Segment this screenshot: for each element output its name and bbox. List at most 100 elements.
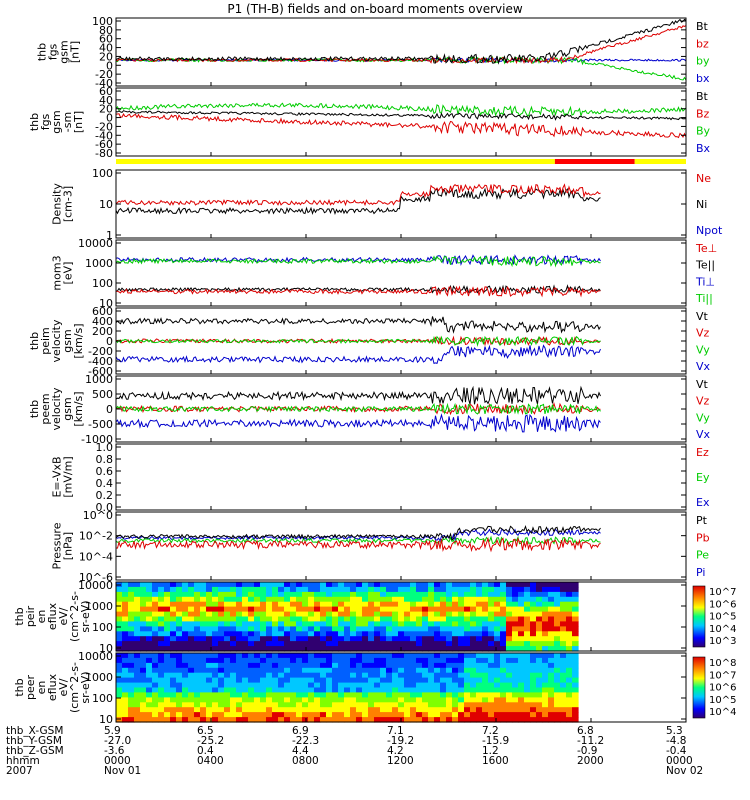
spectrogram-cell — [200, 582, 207, 588]
spectrogram-cell — [236, 697, 243, 703]
spectrogram-cell — [464, 611, 471, 618]
spectrogram-cell — [176, 621, 183, 627]
spectrogram-cell — [206, 631, 213, 637]
spectrogram-cell — [374, 707, 381, 713]
spectrogram-cell — [314, 702, 321, 708]
spectrogram-cell — [128, 636, 135, 642]
spectrogram-cell — [464, 717, 471, 723]
spectrogram-cell — [332, 667, 339, 674]
spectrogram-cell — [524, 621, 531, 627]
spectrogram-cell — [344, 591, 351, 598]
x-row-label: thb_Y-GSM — [6, 735, 62, 747]
spectrogram-cell — [482, 667, 489, 674]
spectrogram-cell — [320, 611, 327, 618]
spectrogram-cell — [374, 582, 381, 588]
spectrogram-cell — [278, 717, 285, 723]
spectrogram-cell — [320, 662, 327, 669]
spectrogram-cell — [542, 626, 549, 632]
spectrogram-cell — [272, 601, 279, 608]
spectrogram-cell — [470, 591, 477, 598]
spectrogram-cell — [476, 641, 483, 647]
spectrogram-cell — [326, 611, 333, 618]
spectrogram-cell — [452, 611, 459, 618]
spectrogram-cell — [356, 657, 363, 664]
spectrogram-cell — [314, 677, 321, 684]
spectrogram-cell — [302, 667, 309, 674]
spectrogram-cell — [266, 657, 273, 664]
spectrogram-cell — [170, 586, 177, 593]
spectrogram-cell — [284, 672, 291, 679]
spectrogram-cell — [122, 616, 129, 622]
spectrogram-cell — [260, 626, 267, 632]
series-line — [115, 402, 601, 415]
spectrogram-cell — [350, 697, 357, 703]
spectrogram-cell — [362, 586, 369, 593]
spectrogram-cell — [122, 692, 129, 698]
spectrogram-cell — [278, 606, 285, 613]
spectrogram-cell — [314, 662, 321, 669]
spectrogram-cell — [344, 692, 351, 698]
spectrogram-cell — [218, 692, 225, 698]
spectrogram-cell — [236, 591, 243, 598]
spectrogram-cell — [422, 697, 429, 703]
spectrogram-cell — [272, 582, 279, 588]
spectrogram-cell — [530, 641, 537, 647]
spectrogram-cell — [194, 667, 201, 674]
spectrogram-cell — [488, 641, 495, 647]
spectrogram-cell — [218, 687, 225, 693]
spectrogram-cell — [296, 677, 303, 684]
spectrogram-cell — [284, 606, 291, 613]
spectrogram-cell — [194, 653, 201, 659]
y-tick-label: 0 — [106, 403, 113, 416]
spectrogram-cell — [404, 662, 411, 669]
y-tick-label: 100 — [92, 277, 113, 290]
spectrogram-cell — [146, 682, 153, 689]
spectrogram-cell — [434, 707, 441, 713]
spectrogram-cell — [410, 606, 417, 613]
spectrogram-cell — [554, 662, 561, 669]
spectrogram-cell — [530, 596, 537, 603]
spectrogram-cell — [464, 657, 471, 664]
spectrogram-cell — [272, 712, 279, 718]
spectrogram-cell — [296, 631, 303, 637]
spectrogram-cell — [362, 631, 369, 637]
spectrogram-cell — [542, 677, 549, 684]
spectrogram-cell — [218, 636, 225, 642]
spectrogram-cell — [194, 687, 201, 693]
spectrogram-cell — [230, 591, 237, 598]
spectrogram-cell — [164, 636, 171, 642]
spectrogram-cell — [416, 591, 423, 598]
spectrogram-cell — [386, 677, 393, 684]
spectrogram-cell — [242, 697, 249, 703]
spectrogram-cell — [188, 653, 195, 659]
spectrogram-cell — [176, 707, 183, 713]
spectrogram-cell — [416, 636, 423, 642]
spectrogram-cell — [296, 646, 303, 652]
spectrogram-cell — [476, 586, 483, 593]
spectrogram-cell — [314, 692, 321, 698]
spectrogram-cell — [230, 631, 237, 637]
spectrogram-cell — [542, 631, 549, 637]
spectrogram-cell — [212, 636, 219, 642]
spectrogram-cell — [470, 611, 477, 618]
spectrogram-cell — [530, 653, 537, 659]
spectrogram-cell — [218, 582, 225, 588]
spectrogram-cell — [116, 697, 123, 703]
spectrogram-cell — [374, 672, 381, 679]
spectrogram-cell — [500, 636, 507, 642]
spectrogram-cell — [350, 707, 357, 713]
spectrogram-cell — [392, 712, 399, 718]
spectrogram-cell — [410, 657, 417, 664]
y-tick-label: 60 — [99, 85, 113, 98]
spectrogram-cell — [200, 616, 207, 622]
spectrogram-cell — [506, 682, 513, 689]
spectrogram-cell — [452, 616, 459, 622]
spectrogram-cell — [134, 677, 141, 684]
spectrogram-cell — [212, 626, 219, 632]
series-line — [115, 102, 687, 118]
spectrogram-cell — [362, 702, 369, 708]
spectrogram-cell — [230, 611, 237, 618]
spectrogram-cell — [500, 653, 507, 659]
series-traces — [115, 183, 601, 216]
spectrogram-cell — [170, 606, 177, 613]
